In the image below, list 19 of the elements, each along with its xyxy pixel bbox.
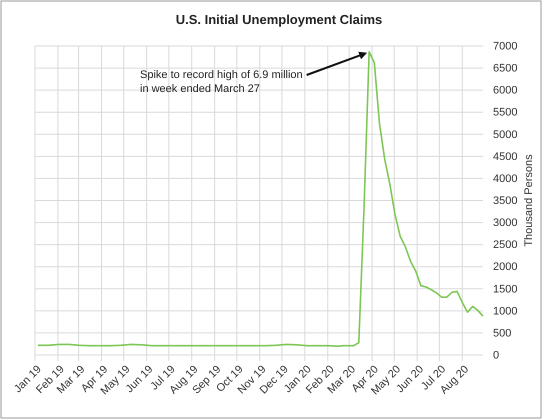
- y-tick-label: 4500: [493, 150, 518, 163]
- y-tick-label: 500: [493, 327, 512, 340]
- annotation: Spike to record high of 6.9 million in week ended March 27: [140, 69, 303, 95]
- y-tick-label: 3000: [493, 217, 518, 230]
- y-tick-label: 6000: [493, 84, 518, 97]
- y-tick-label: 2500: [493, 239, 518, 252]
- chart-title: U.S. Initial Unemployment Claims: [176, 12, 382, 27]
- y-tick-label: 3500: [493, 195, 518, 208]
- y-tick-label: 7000: [493, 40, 518, 53]
- y-axis-title: Thousand Persons: [523, 154, 535, 247]
- y-tick-label: 6500: [493, 62, 518, 75]
- y-tick-label: 1000: [493, 305, 518, 318]
- y-tick-label: 2000: [493, 261, 518, 274]
- y-tick-label: 5500: [493, 106, 518, 119]
- line-series: [37, 50, 484, 347]
- y-tick-label: 1500: [493, 283, 518, 296]
- y-tick-label: 5000: [493, 128, 518, 141]
- y-tick-label: 0: [493, 350, 500, 362]
- y-tick-label: 4000: [493, 172, 518, 185]
